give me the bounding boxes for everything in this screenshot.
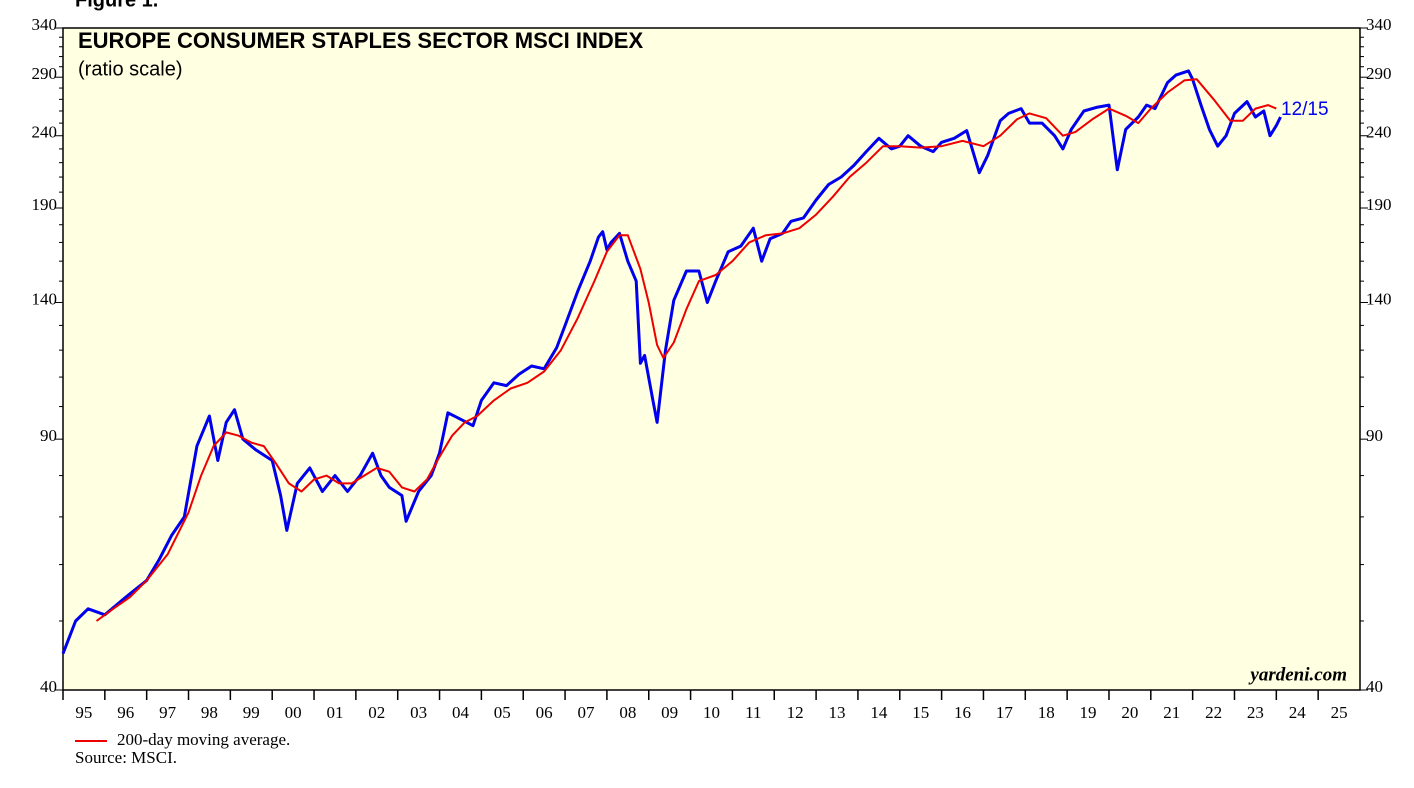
x-tick-label: 06 bbox=[536, 703, 553, 722]
y-tick-label: 340 bbox=[1366, 15, 1392, 34]
x-tick-label: 18 bbox=[1038, 703, 1055, 722]
x-tick-label: 25 bbox=[1331, 703, 1348, 722]
watermark: yardeni.com bbox=[1248, 664, 1347, 685]
y-tick-label: 190 bbox=[32, 195, 58, 214]
y-tick-label: 290 bbox=[1366, 64, 1392, 83]
x-tick-label: 19 bbox=[1080, 703, 1097, 722]
chart-subtitle: (ratio scale) bbox=[78, 58, 182, 80]
x-tick-label: 24 bbox=[1289, 703, 1307, 722]
x-tick-label: 20 bbox=[1121, 703, 1138, 722]
x-tick-label: 05 bbox=[494, 703, 511, 722]
plot-area bbox=[62, 27, 1361, 691]
y-tick-label: 40 bbox=[1366, 677, 1383, 696]
y-tick-label: 90 bbox=[40, 426, 57, 445]
chart-title: EUROPE CONSUMER STAPLES SECTOR MSCI INDE… bbox=[78, 28, 643, 53]
source: Source: MSCI. bbox=[75, 748, 177, 767]
x-tick-label: 21 bbox=[1163, 703, 1180, 722]
data-line bbox=[61, 69, 1282, 655]
y-tick-label: 190 bbox=[1366, 195, 1392, 214]
x-tick-label: 96 bbox=[117, 703, 134, 722]
x-tick-label: 03 bbox=[410, 703, 427, 722]
x-tick-label: 13 bbox=[829, 703, 846, 722]
x-tick-label: 11 bbox=[745, 703, 761, 722]
y-tick-label: 40 bbox=[40, 677, 57, 696]
x-tick-label: 22 bbox=[1205, 703, 1222, 722]
x-tick-label: 02 bbox=[368, 703, 385, 722]
x-tick-label: 08 bbox=[619, 703, 636, 722]
y-tick-label: 240 bbox=[1366, 123, 1392, 142]
x-tick-label: 00 bbox=[285, 703, 302, 722]
y-tick-label: 340 bbox=[32, 15, 58, 34]
x-tick-label: 09 bbox=[661, 703, 678, 722]
y-tick-label: 240 bbox=[32, 123, 58, 142]
x-tick-label: 95 bbox=[75, 703, 92, 722]
x-tick-label: 12 bbox=[787, 703, 804, 722]
data-line bbox=[95, 78, 1277, 622]
x-tick-label: 97 bbox=[159, 703, 177, 722]
end-label: 12/15 bbox=[1281, 99, 1329, 120]
x-tick-label: 07 bbox=[577, 703, 595, 722]
x-tick-label: 99 bbox=[243, 703, 260, 722]
y-tick-label: 140 bbox=[1366, 289, 1392, 308]
x-tick-label: 10 bbox=[703, 703, 720, 722]
x-tick-label: 14 bbox=[870, 703, 888, 722]
y-tick-label: 90 bbox=[1366, 426, 1383, 445]
x-tick-label: 04 bbox=[452, 703, 470, 722]
x-tick-label: 23 bbox=[1247, 703, 1264, 722]
figure-label: Figure 1. bbox=[75, 0, 158, 11]
x-tick-label: 16 bbox=[954, 703, 971, 722]
x-tick-label: 98 bbox=[201, 703, 218, 722]
legend-label: 200-day moving average. bbox=[117, 730, 290, 749]
x-tick-label: 17 bbox=[996, 703, 1014, 722]
x-tick-label: 01 bbox=[326, 703, 343, 722]
y-tick-label: 290 bbox=[32, 64, 58, 83]
x-tick-label: 15 bbox=[912, 703, 929, 722]
y-tick-label: 140 bbox=[32, 289, 58, 308]
